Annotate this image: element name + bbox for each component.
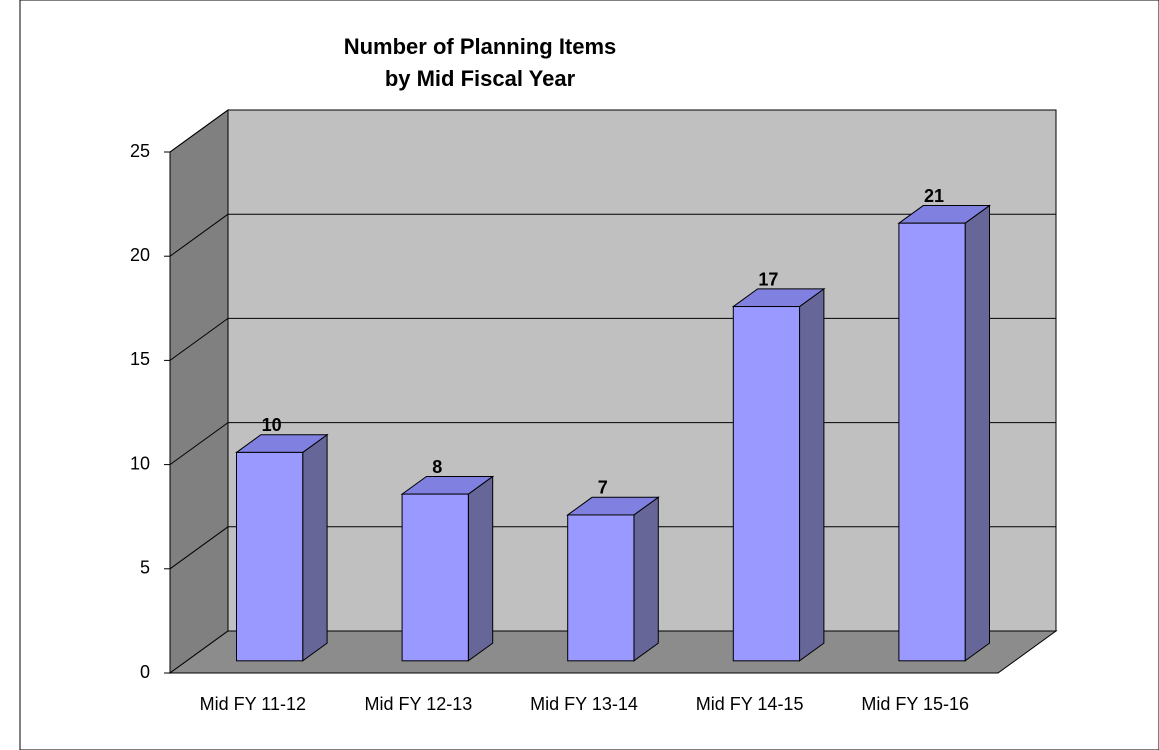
y-tick-label: 5	[140, 558, 150, 578]
y-tick-label: 15	[130, 349, 150, 369]
bar	[236, 451, 304, 662]
grid-line	[169, 422, 229, 466]
data-label: 10	[262, 415, 282, 435]
data-label: 7	[598, 478, 608, 498]
bar	[898, 222, 966, 662]
bar-side	[633, 496, 659, 662]
chart-subtitle: by Mid Fiscal Year	[385, 66, 576, 91]
bar-side	[467, 475, 494, 662]
bar	[567, 514, 635, 662]
chart-title: Number of Planning Items	[344, 34, 617, 59]
bar	[401, 493, 469, 662]
x-tick-label: Mid FY 15-16	[861, 694, 969, 714]
grid-line	[169, 317, 229, 361]
bar-side	[799, 287, 825, 662]
grid-line	[169, 109, 229, 153]
x-tick-label: Mid FY 13-14	[530, 694, 638, 714]
x-tick-label: Mid FY 11-12	[200, 694, 306, 714]
x-tick-label: Mid FY 12-13	[365, 694, 473, 714]
y-tick-label: 10	[130, 453, 150, 473]
bar-side	[964, 204, 990, 662]
x-tick-label: Mid FY 14-15	[696, 694, 804, 714]
data-label: 8	[432, 457, 442, 477]
y-tick-label: 0	[140, 662, 150, 682]
grid-line	[169, 526, 229, 570]
bar-side	[302, 433, 328, 662]
y-tick-label: 25	[130, 141, 150, 161]
bar	[732, 306, 801, 662]
grid-line	[169, 213, 229, 257]
data-label: 21	[924, 186, 944, 206]
data-label: 17	[758, 269, 778, 289]
y-tick-label: 20	[130, 245, 150, 265]
side-wall	[169, 109, 229, 674]
